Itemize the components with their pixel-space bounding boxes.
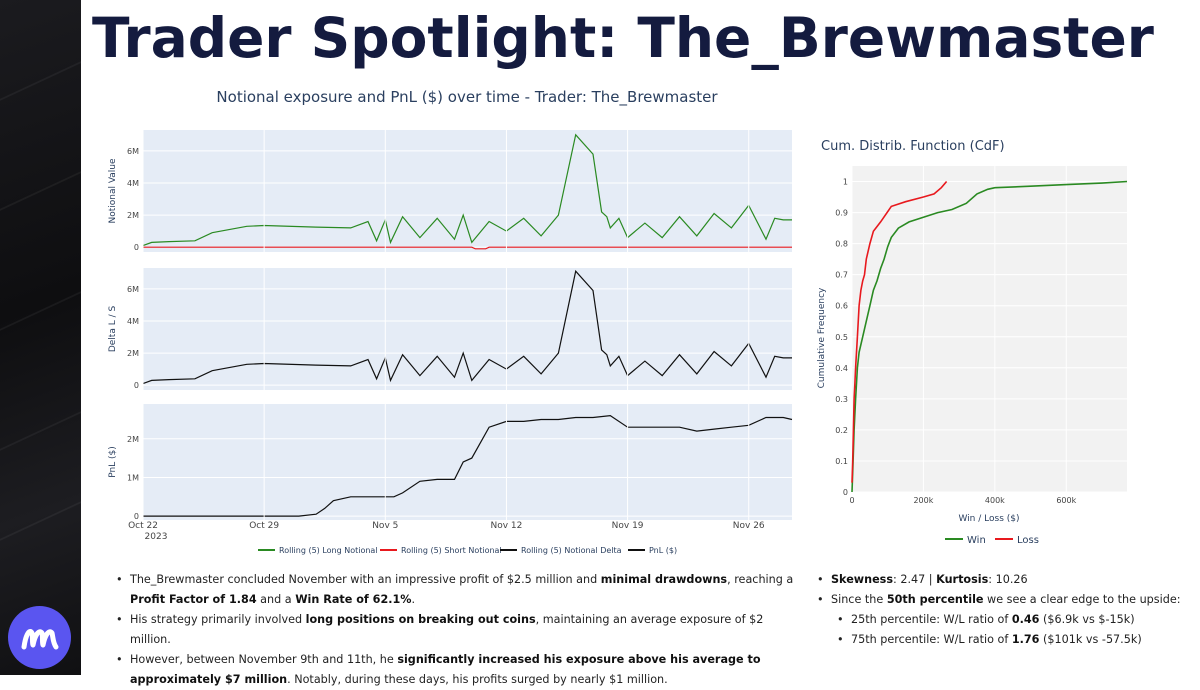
cdf-y-tick-label: 0.8 [835,240,848,249]
panel-0-y-tick-label: 2M [127,211,139,220]
cdf-legend: Win Loss [945,535,1039,546]
bullet-text: : 2.47 | [893,573,937,586]
legend-label: Rolling (5) Short Notional [401,546,502,555]
summary-bullet: However, between November 9th and 11th, … [112,650,802,690]
cdf-legend-loss-label: Loss [1017,535,1039,546]
bullet-text: 25th percentile: W/L ratio of [851,613,1012,626]
panel-0-y-tick-label: 4M [127,179,139,188]
panel-1-y-axis-label: Delta L / S [108,306,118,353]
panel-0-y-tick-label: 0 [134,243,139,252]
legend-label: Rolling (5) Long Notional [279,546,378,555]
panel-1-background [143,268,792,390]
series-rolling-5-long-notional-line [142,133,792,247]
bullet-bold-text: minimal drawdowns [600,573,728,586]
summary-bullet: The_Brewmaster concluded November with a… [112,570,802,610]
bullet-text: : 10.26 [988,573,1028,586]
cdf-x-tick-label: 0 [849,496,854,505]
cdf-y-tick-label: 0.5 [835,333,848,342]
panel-0-background [143,130,792,252]
panel-1-y-tick-label: 4M [127,317,139,326]
bullet-bold-text: long positions on breaking out coins [305,613,536,626]
bullet-bold-text: 1.76 [1011,633,1040,646]
panel-2-background [143,404,792,520]
summary-bullets-left: The_Brewmaster concluded November with a… [112,570,802,690]
bullet-text: 75th percentile: W/L ratio of [851,633,1012,646]
cdf-y-tick-label: 0.6 [835,302,848,311]
bullet-text: ($101k vs -57.5k) [1039,633,1142,646]
decorative-sidebar [0,0,81,675]
summary-bullet: His strategy primarily involved long pos… [112,610,802,650]
stat-bullet: Skewness: 2.47 | Kurtosis: 10.26 [813,570,1193,590]
cdf-y-tick-label: 0 [843,488,848,497]
x-tick-label: Nov 12 [490,521,522,531]
cdf-loss-line [851,180,948,483]
cdf-legend-win-label: Win [967,535,986,546]
series-pnl-line [143,414,793,517]
cdf-win-line [851,180,1128,493]
notional-pnl-chart: Notional exposure and PnL ($) over time … [108,88,793,555]
slide-title: Trader Spotlight: The_Brewmaster [92,6,1154,70]
bullet-bold-text: Win Rate of 62.1% [295,593,412,606]
bullet-text: and a [256,593,296,606]
x-tick-label: Nov 19 [612,521,644,531]
statistics-bullets-right: Skewness: 2.47 | Kurtosis: 10.26Since th… [813,570,1193,650]
panel-0-y-axis-label: Notional Value [108,158,118,224]
panel-1-y-tick-label: 6M [127,285,139,294]
cdf-x-axis-label: Win / Loss ($) [958,514,1019,524]
series-rolling-5-notional-delta-line [142,269,792,385]
cdf-x-tick-label: 400k [985,496,1005,505]
cdf-x-tick-label: 600k [1056,496,1076,505]
legend-label: PnL ($) [649,546,677,555]
bullet-bold-text: 0.46 [1011,613,1040,626]
bullet-text: ($6.9k vs $-15k) [1039,613,1135,626]
cdf-y-tick-label: 0.7 [835,271,848,280]
panel-1-y-tick-label: 0 [134,381,139,390]
cdf-chart: Cum. Distrib. Function (CdF) 0 0.1 0.2 0.3 0… [817,139,1128,546]
bullet-text: , maintaining an average exposure of $2 … [130,613,764,646]
cdf-x-tick-label: 200k [913,496,933,505]
bullet-bold-text: 50th percentile [886,593,984,606]
panel-1-y-tick-label: 2M [127,349,139,358]
cdf-y-tick-label: 1 [843,178,848,187]
cdf-y-axis-label: Cumulative Frequency [817,287,827,388]
bullet-text: . [411,593,416,606]
x-tick-label: Nov 5 [372,521,398,531]
x-tick-label: Oct 22 [128,521,158,531]
cdf-plot-background [852,166,1127,492]
cdf-y-tick-label: 0.3 [835,395,848,404]
bullet-bold-text: Profit Factor of 1.84 [130,593,257,606]
panel-2-y-tick-label: 0 [134,512,139,521]
bullet-text: we see a clear edge to the upside: [983,593,1181,606]
bullet-bold-text: Kurtosis [936,573,989,586]
panel-2-y-axis-label: PnL ($) [108,446,118,478]
stat-bullet: Since the 50th percentile we see a clear… [813,590,1193,610]
cdf-chart-title: Cum. Distrib. Function (CdF) [821,139,1005,154]
cdf-y-tick-label: 0.1 [835,457,848,466]
stat-sub-bullet: 75th percentile: W/L ratio of 1.76 ($101… [813,630,1193,650]
cdf-y-tick-label: 0.9 [835,209,848,218]
x-tick-label: Oct 29 [249,521,279,531]
stat-sub-bullet: 25th percentile: W/L ratio of 0.46 ($6.9… [813,610,1193,630]
panel-2-y-tick-label: 1M [127,473,139,482]
bullet-text: The_Brewmaster concluded November with a… [130,573,601,586]
x-axis-year: 2023 [145,532,168,542]
brand-logo-icon [8,606,71,669]
legend-label: Rolling (5) Notional Delta [521,546,622,555]
panel-2-y-tick-label: 2M [127,435,139,444]
cdf-y-tick-label: 0.4 [835,364,848,373]
bullet-text: Since the [831,593,887,606]
cdf-y-tick-label: 0.2 [835,426,848,435]
series-rolling-5-short-notional-line [143,246,792,250]
panel-0-y-tick-label: 6M [127,147,139,156]
bullet-text: , reaching a [727,573,794,586]
main-chart-title: Notional exposure and PnL ($) over time … [216,88,718,107]
bullet-bold-text: Skewness [831,573,893,586]
x-tick-label: Nov 26 [733,521,765,531]
bullet-text: However, between November 9th and 11th, … [130,653,398,666]
bullet-text: His strategy primarily involved [130,613,306,626]
